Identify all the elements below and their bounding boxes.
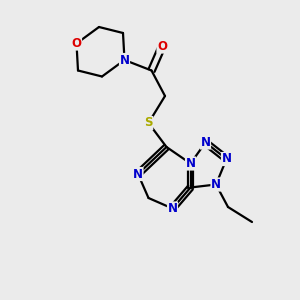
Text: N: N (200, 136, 211, 149)
Text: N: N (221, 152, 232, 166)
Text: N: N (119, 53, 130, 67)
Text: N: N (167, 202, 178, 215)
Text: N: N (211, 178, 221, 191)
Text: S: S (144, 116, 153, 130)
Text: O: O (71, 37, 82, 50)
Text: O: O (157, 40, 167, 53)
Text: N: N (185, 157, 196, 170)
Text: N: N (133, 167, 143, 181)
